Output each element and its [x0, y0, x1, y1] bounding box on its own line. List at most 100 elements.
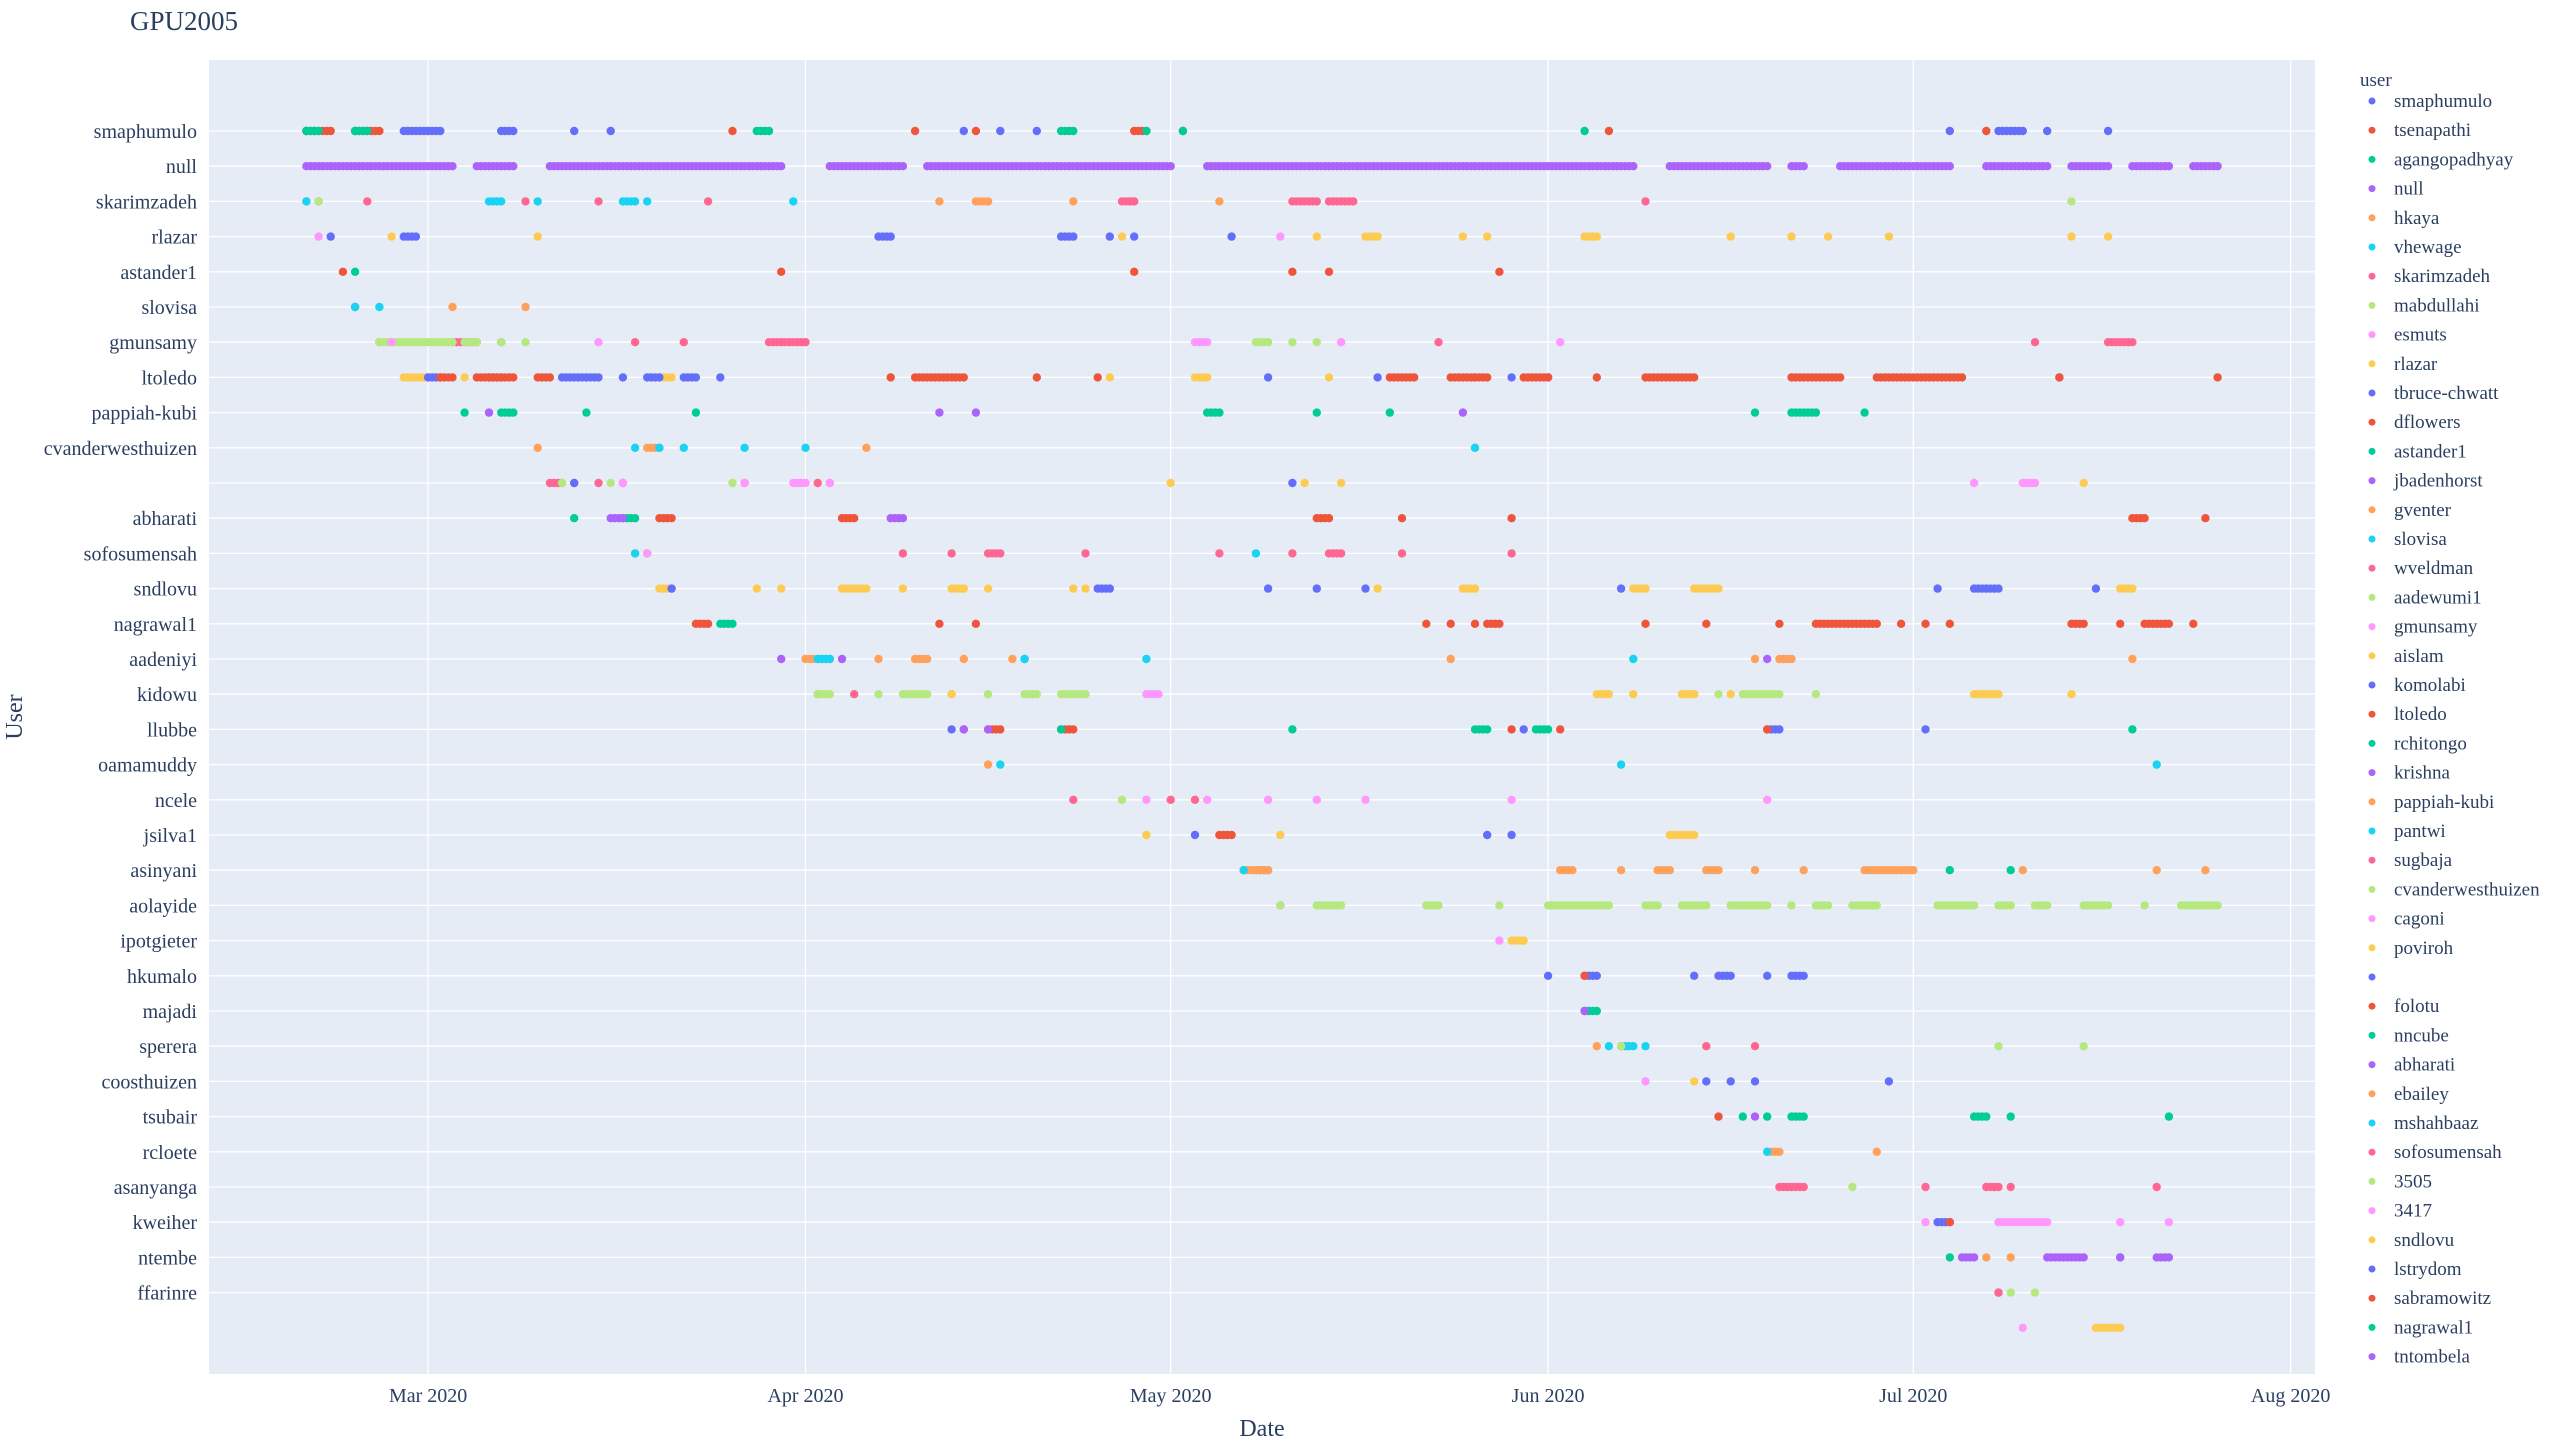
data-point [1373, 232, 1382, 241]
data-point [874, 654, 883, 664]
legend-item[interactable]: slovisa [2368, 529, 2448, 550]
legend-label: skarimzadeh [2394, 266, 2491, 287]
data-point [1580, 126, 1589, 136]
legend-item[interactable]: 3505 [2368, 1171, 2433, 1192]
legend-marker [2368, 243, 2376, 251]
legend-item[interactable]: agangopadhyay [2368, 149, 2514, 170]
data-point [606, 478, 615, 488]
legend-item[interactable]: komolabi [2368, 675, 2466, 696]
legend-label: gmunsamy [2394, 617, 2478, 638]
legend-item[interactable]: mabdullahi [2368, 295, 2480, 316]
data-point [1495, 901, 1504, 910]
data-point [1982, 1253, 1991, 1262]
data-point [1312, 795, 1322, 804]
legend-item[interactable]: cvanderwesthuizen [2368, 879, 2541, 900]
x-tick-label: Jun 2020 [1512, 1385, 1585, 1407]
data-point [509, 126, 518, 136]
legend-item[interactable]: abharati [2368, 1055, 2456, 1076]
data-point [1166, 162, 1175, 171]
data-point [1081, 690, 1090, 699]
data-point [1397, 514, 1407, 523]
legend-item[interactable]: tbruce-chwatt [2368, 383, 2500, 404]
legend-item[interactable]: vhewage [2368, 237, 2462, 258]
plot-area[interactable] [209, 60, 2315, 1374]
data-point [2116, 1253, 2125, 1262]
x-axis-title: Date [1239, 1416, 1284, 1440]
legend-marker [2368, 827, 2376, 835]
legend-marker [2368, 593, 2376, 601]
legend-item[interactable]: rlazar [2368, 354, 2438, 375]
legend-item[interactable]: sofosumensah [2368, 1142, 2503, 1163]
data-point [1263, 866, 1273, 875]
legend-item[interactable]: sugbaja [2368, 850, 2453, 871]
legend-marker [2368, 97, 2376, 105]
data-point [1312, 197, 1322, 206]
legend-item[interactable]: hkaya [2368, 208, 2440, 229]
legend-item[interactable]: krishna [2368, 763, 2451, 784]
legend-item[interactable]: folotu [2368, 996, 2440, 1017]
legend-item[interactable]: cagoni [2368, 909, 2445, 930]
data-point [302, 197, 311, 206]
legend-item[interactable]: mshahbaaz [2368, 1113, 2479, 1134]
legend-item[interactable]: lstrydom [2368, 1259, 2462, 1280]
legend-item[interactable]: dflowers [2368, 412, 2461, 433]
data-point [1884, 1077, 1894, 1086]
data-point [1702, 901, 1711, 910]
legend-item[interactable]: tntombela [2368, 1347, 2471, 1368]
data-point [983, 725, 993, 734]
legend-item[interactable]: null [2368, 179, 2424, 200]
data-point [1763, 971, 1772, 980]
legend-item[interactable] [2368, 973, 2376, 981]
data-point [703, 197, 713, 206]
legend-item[interactable]: astander1 [2368, 441, 2467, 462]
data-point [667, 514, 676, 523]
legend-item[interactable]: aadewumi1 [2368, 587, 2482, 608]
data-point [1750, 408, 1760, 417]
data-point [338, 267, 348, 276]
legend-item[interactable]: esmuts [2368, 325, 2447, 346]
legend-item[interactable]: sndlovu [2368, 1230, 2455, 1251]
data-point [1251, 549, 1261, 558]
legend-item[interactable]: gmunsamy [2368, 617, 2478, 638]
data-point [1787, 654, 1796, 664]
legend-label: tsenapathi [2394, 120, 2471, 141]
legend-label: mshahbaaz [2394, 1113, 2478, 1134]
legend-item[interactable]: aislam [2368, 646, 2444, 667]
legend-item[interactable]: smaphumulo [2368, 91, 2493, 112]
data-point [667, 373, 676, 382]
legend-item[interactable]: nagrawal1 [2368, 1317, 2474, 1338]
legend-item[interactable]: wveldman [2368, 558, 2474, 579]
data-point [801, 443, 810, 452]
legend-item[interactable]: sabramowitz [2368, 1288, 2492, 1309]
data-point [375, 126, 384, 136]
data-point [497, 197, 506, 206]
legend-item[interactable]: skarimzadeh [2368, 266, 2491, 287]
data-point [2128, 725, 2137, 734]
legend-item[interactable]: pantwi [2368, 821, 2446, 842]
legend-item[interactable]: gventer [2368, 500, 2452, 521]
legend-item[interactable]: tsenapathi [2368, 120, 2472, 141]
data-point [1969, 901, 1979, 910]
legend-item[interactable]: jbadenhorst [2368, 471, 2484, 492]
legend-item[interactable]: ebailey [2368, 1084, 2450, 1105]
legend-label: abharati [2394, 1055, 2455, 1076]
legend-item[interactable]: ltoledo [2368, 704, 2447, 725]
data-point [606, 126, 615, 136]
data-point [1629, 690, 1638, 699]
data-point [777, 654, 786, 664]
legend-item[interactable]: rchitongo [2368, 733, 2467, 754]
y-tick-label: sndlovu [134, 579, 197, 601]
y-tick-label: gmunsamy [109, 332, 197, 354]
data-point [691, 408, 701, 417]
data-point [1227, 232, 1236, 241]
data-point [1580, 971, 1589, 980]
data-point [1470, 443, 1480, 452]
legend-item[interactable]: poviroh [2368, 938, 2454, 959]
data-point [2164, 162, 2174, 171]
y-axis-title: User [2, 694, 28, 739]
legend-item[interactable]: nncube [2368, 1025, 2449, 1046]
data-point [618, 514, 628, 523]
legend-item[interactable]: pappiah-kubi [2368, 792, 2495, 813]
legend-marker [2368, 710, 2376, 718]
legend-item[interactable]: 3417 [2368, 1201, 2433, 1222]
